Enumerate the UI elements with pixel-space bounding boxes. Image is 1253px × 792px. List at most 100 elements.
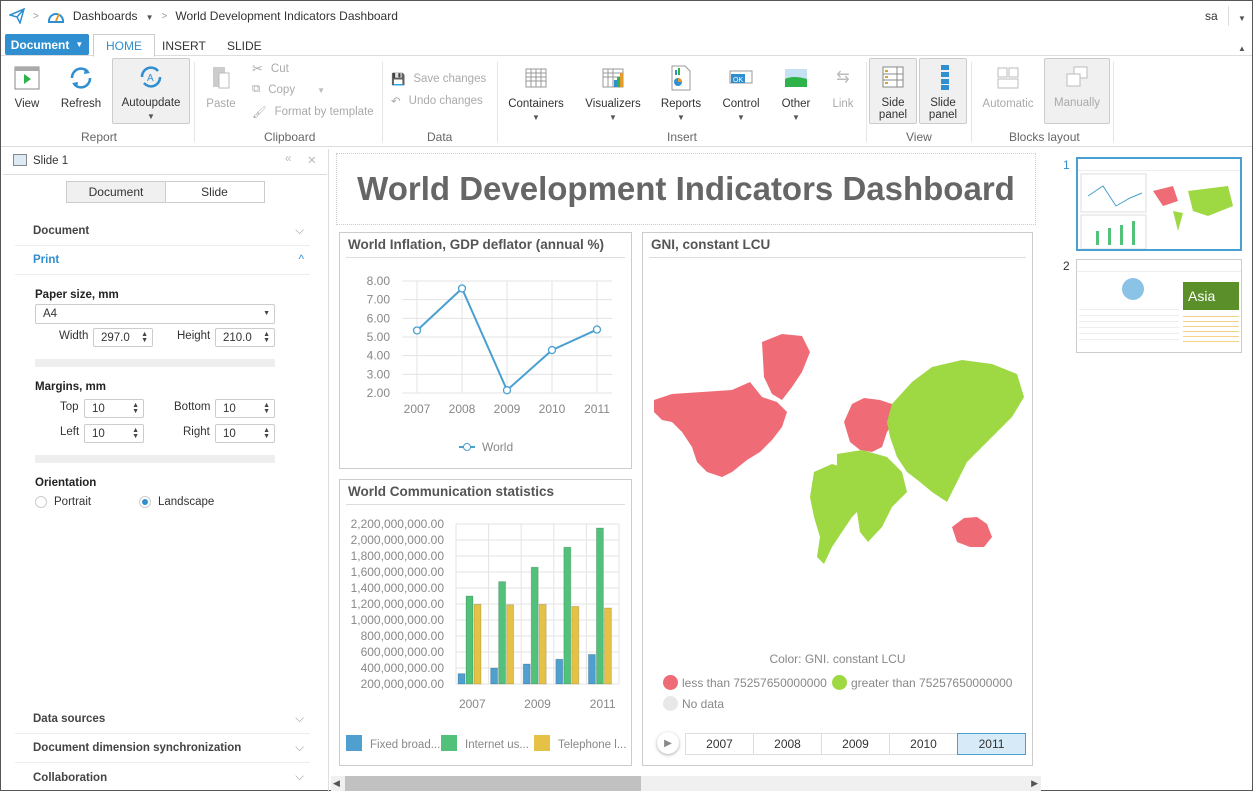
year-timeline: 2007 2008 2009 2010 2011: [685, 733, 1026, 755]
document-menu-label: Document: [10, 37, 70, 52]
cut-button[interactable]: ✂ Cut: [252, 61, 289, 77]
tab-home[interactable]: HOME: [93, 34, 155, 57]
visualizers-button[interactable]: Visualizers ▼: [581, 60, 645, 124]
other-button[interactable]: Other ▼: [777, 60, 815, 124]
dashboard-title-block[interactable]: World Development Indicators Dashboard: [336, 153, 1036, 225]
automatic-layout-button[interactable]: Automatic: [979, 60, 1037, 110]
slide-number: 2: [1063, 259, 1070, 273]
refresh-button[interactable]: Refresh: [57, 60, 105, 110]
section-collaboration[interactable]: Collaboration ⌵: [15, 763, 310, 792]
year-2011-button[interactable]: 2011: [957, 733, 1026, 755]
bar: [563, 546, 572, 685]
segment-document[interactable]: Document: [66, 181, 166, 203]
save-changes-button[interactable]: 💾 Save changes: [391, 72, 486, 86]
y-tick-label: 8.00: [367, 274, 391, 288]
inflation-chart-panel[interactable]: World Inflation, GDP deflator (annual %)…: [339, 232, 632, 469]
control-button[interactable]: OK Control ▼: [719, 60, 763, 124]
divider: [649, 257, 1026, 258]
close-icon[interactable]: ✕: [307, 155, 317, 167]
margin-left-input[interactable]: 10 ▲ ▼: [84, 424, 144, 443]
width-input[interactable]: 297.0 ▲ ▼: [93, 328, 153, 347]
slide-panel-button[interactable]: Slide panel: [919, 58, 967, 124]
legend-swatch: [832, 675, 847, 690]
view-icon: [13, 64, 41, 92]
stepper-icon[interactable]: ▲ ▼: [263, 426, 270, 440]
scrollbar-thumb[interactable]: [345, 776, 641, 791]
app-logo-icon[interactable]: [9, 8, 25, 24]
collapse-panel-icon[interactable]: «: [285, 153, 292, 165]
view-button[interactable]: View: [7, 60, 47, 110]
collapse-ribbon-icon[interactable]: ▲: [1238, 44, 1246, 53]
document-menu-button[interactable]: Document ▼: [5, 34, 89, 55]
height-input[interactable]: 210.0 ▲ ▼: [215, 328, 275, 347]
year-2010-button[interactable]: 2010: [889, 733, 958, 755]
format-by-template-button[interactable]: 🖌 Format by template: [252, 105, 374, 119]
scroll-left-icon[interactable]: ◀: [333, 778, 340, 788]
paste-button[interactable]: Paste: [201, 60, 241, 110]
year-2008-button[interactable]: 2008: [753, 733, 822, 755]
legend-label: greater than 75257650000000: [851, 675, 1013, 690]
slide-thumbnail-1[interactable]: [1076, 157, 1242, 251]
autoupdate-button[interactable]: A Autoupdate ▼: [112, 58, 190, 124]
slide-panel-label: Slide: [930, 97, 956, 109]
user-name[interactable]: sa: [1205, 9, 1218, 23]
user-menu-chevron-icon[interactable]: ▼: [1238, 14, 1246, 23]
slide-thumbnail-2[interactable]: Asia: [1076, 259, 1242, 353]
link-icon: ⇆: [836, 69, 850, 86]
divider: [346, 257, 625, 258]
copy-button[interactable]: ⧉ Copy ▼: [252, 83, 325, 96]
year-2009-button[interactable]: 2009: [821, 733, 890, 755]
manually-layout-button[interactable]: Manually: [1044, 58, 1110, 124]
undo-changes-button[interactable]: ↶ Undo changes: [391, 94, 483, 108]
stepper-icon[interactable]: ▲ ▼: [263, 330, 270, 344]
width-value: 297.0: [101, 331, 130, 344]
margin-top-input[interactable]: 10 ▲ ▼: [84, 399, 144, 418]
divider: [971, 62, 972, 142]
segment-slide[interactable]: Slide: [165, 181, 265, 203]
year-2007-button[interactable]: 2007: [685, 733, 754, 755]
legend-marker: [463, 443, 471, 451]
stepper-icon[interactable]: ▲ ▼: [141, 330, 148, 344]
world-map[interactable]: [643, 233, 1034, 633]
scroll-right-icon[interactable]: ▶: [1031, 778, 1038, 788]
chevron-down-icon: ▼: [147, 112, 155, 121]
play-button[interactable]: ▶: [657, 732, 679, 754]
chevron-down-icon[interactable]: ▼: [145, 12, 154, 22]
portrait-radio[interactable]: [35, 496, 47, 508]
side-panel-button[interactable]: Side panel: [869, 58, 917, 124]
legend-label: No data: [682, 696, 725, 711]
divider: [35, 455, 275, 463]
reports-button[interactable]: Reports ▼: [657, 60, 705, 124]
link-button[interactable]: ⇆ Link: [827, 60, 859, 111]
autoupdate-icon: A: [137, 63, 165, 91]
map-legend-title: Color: GNI. constant LCU: [769, 652, 906, 666]
gni-map-panel[interactable]: GNI, constant LCU Color: GNI. constant L…: [642, 232, 1033, 766]
image-icon: [782, 64, 810, 92]
stepper-icon[interactable]: ▲ ▼: [263, 401, 270, 415]
horizontal-scrollbar[interactable]: ◀ ▶: [331, 776, 1041, 791]
margin-right-input[interactable]: 10 ▲ ▼: [215, 424, 275, 443]
margin-bottom-input[interactable]: 10 ▲ ▼: [215, 399, 275, 418]
legend-label: Telephone l...: [558, 739, 626, 751]
tab-insert[interactable]: INSERT: [162, 38, 206, 53]
y-tick-label: 1,200,000,000.00: [351, 597, 445, 611]
section-data-sources[interactable]: Data sources ⌵: [15, 705, 310, 734]
bar: [465, 595, 474, 685]
landscape-radio[interactable]: [139, 496, 151, 508]
margins-label: Margins, mm: [35, 381, 106, 393]
breadcrumb-dashboards[interactable]: Dashboards: [72, 9, 138, 23]
section-label: Print: [33, 254, 60, 266]
group-label-insert: Insert: [667, 130, 698, 144]
stepper-icon[interactable]: ▲ ▼: [132, 401, 139, 415]
section-dimension-sync[interactable]: Document dimension synchronization ⌵: [15, 734, 310, 763]
height-value: 210.0: [223, 331, 252, 344]
communication-chart-panel[interactable]: World Communication statistics 2,200,000…: [339, 479, 632, 766]
bar: [603, 607, 612, 685]
containers-button[interactable]: Containers ▼: [505, 60, 567, 124]
section-document[interactable]: Document ⌵: [15, 217, 310, 246]
section-print[interactable]: Print ^: [15, 246, 310, 275]
tab-slide[interactable]: SLIDE: [227, 38, 262, 53]
paper-size-select[interactable]: A4 ▼: [35, 304, 275, 324]
line-chart: 8.00 7.00 6.00 5.00 4.00 3.00 2.00 2007 2008 2009…: [367, 274, 612, 454]
stepper-icon[interactable]: ▲ ▼: [132, 426, 139, 440]
